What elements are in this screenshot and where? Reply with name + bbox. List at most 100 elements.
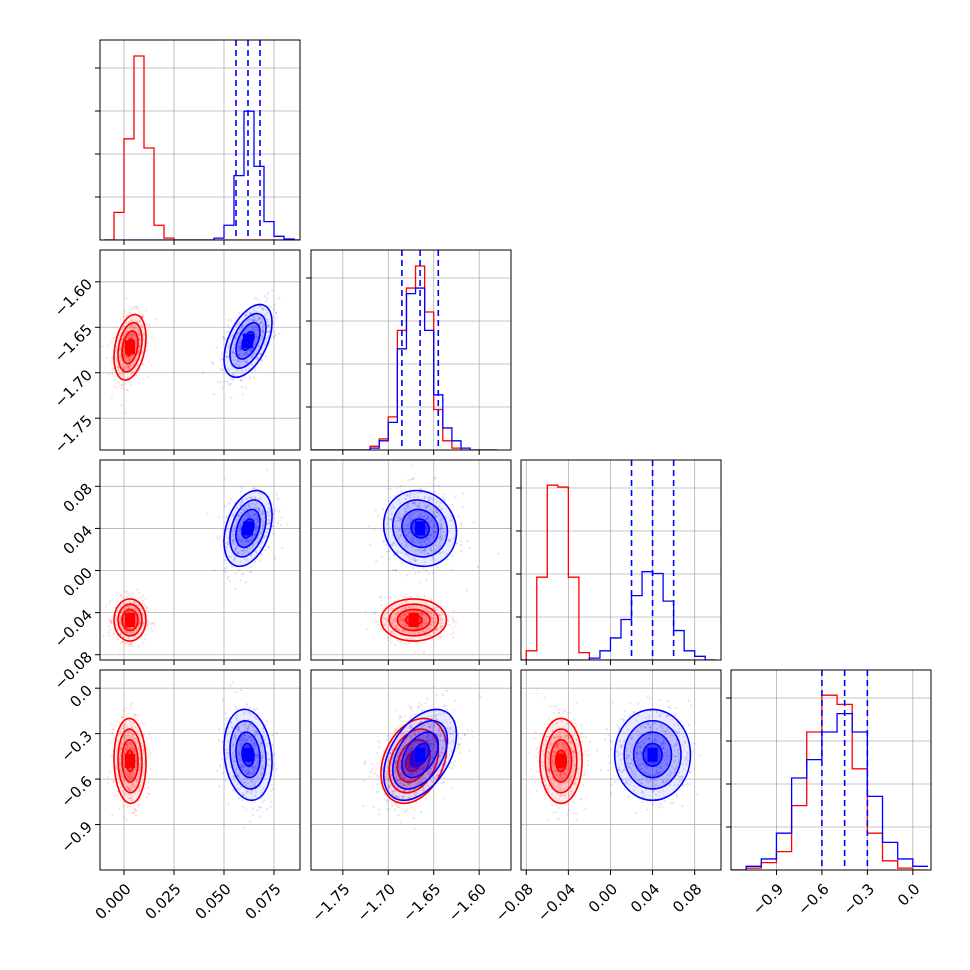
scatter-point [411, 464, 414, 467]
scatter-point [238, 528, 241, 532]
scatter-point [224, 380, 227, 383]
scatter-point [238, 739, 241, 742]
scatter-point [231, 513, 234, 516]
scatter-point [243, 549, 246, 552]
scatter-point [423, 630, 426, 633]
scatter-point [235, 506, 239, 510]
scatter-point [225, 751, 228, 754]
scatter-point [236, 359, 240, 363]
scatter-point [247, 710, 250, 714]
scatter-point [254, 526, 258, 529]
scatter-point [432, 523, 435, 527]
scatter-point [106, 776, 110, 779]
scatter-point [390, 618, 393, 621]
scatter-point [409, 631, 412, 634]
scatter-point [429, 519, 432, 523]
scatter-point [254, 503, 257, 506]
scatter-point [252, 513, 256, 516]
scatter-point [410, 517, 413, 520]
scatter-point [216, 769, 219, 772]
scatter-point [246, 773, 249, 776]
y-tick-label: 0.04 [60, 522, 96, 558]
scatter-point [253, 794, 257, 798]
scatter-point [239, 736, 243, 739]
scatter-point [410, 743, 414, 746]
scatter-point [430, 612, 434, 615]
scatter-point [259, 497, 262, 500]
scatter-point [439, 527, 443, 530]
scatter-point [131, 610, 134, 613]
scatter-point [112, 336, 115, 339]
panel-2-1 [310, 459, 512, 665]
scatter-point [130, 730, 133, 733]
scatter-point [233, 529, 236, 532]
scatter-point [387, 487, 390, 491]
scatter-point [413, 492, 416, 496]
scatter-point [119, 331, 122, 334]
scatter-point [146, 780, 150, 783]
scatter-point [407, 517, 411, 520]
scatter-point [419, 741, 422, 744]
scatter-point [132, 733, 135, 737]
scatter-point [144, 606, 147, 609]
scatter-point [237, 749, 240, 752]
scatter-point [436, 500, 439, 504]
scatter-point [246, 790, 249, 794]
scatter-point [422, 515, 425, 519]
scatter-point [249, 312, 252, 315]
scatter-point [243, 352, 246, 355]
scatter-point [399, 615, 402, 618]
scatter-point [439, 527, 443, 530]
scatter-point [148, 733, 151, 736]
scatter-point [130, 799, 133, 802]
scatter-point [242, 552, 246, 555]
scatter-point [130, 334, 133, 337]
scatter-point [219, 764, 222, 768]
scatter-point [373, 613, 376, 616]
scatter-point [404, 510, 407, 513]
scatter-point [127, 631, 131, 635]
scatter-point [416, 504, 419, 508]
scatter-point [239, 338, 242, 341]
scatter-point [249, 325, 252, 328]
scatter-point [250, 319, 253, 322]
scatter-point [423, 595, 426, 598]
scatter-point [133, 601, 136, 604]
scatter-point [401, 561, 404, 565]
scatter-point [242, 353, 245, 356]
scatter-point [225, 528, 228, 531]
scatter-point [130, 642, 133, 645]
scatter-point [115, 386, 118, 389]
scatter-point [128, 627, 132, 630]
scatter-point [258, 805, 261, 809]
scatter-point [122, 761, 125, 764]
scatter-point [434, 549, 438, 552]
scatter-point [150, 626, 153, 629]
scatter-point [246, 514, 250, 517]
scatter-point [251, 354, 254, 357]
scatter-point [255, 523, 259, 527]
scatter-point [466, 540, 469, 543]
scatter-point [408, 774, 411, 777]
scatter-point [447, 530, 451, 533]
scatter-point [233, 736, 237, 739]
scatter-point [120, 384, 123, 387]
scatter-point [232, 373, 235, 376]
scatter-point [233, 538, 236, 541]
scatter-point [407, 643, 410, 646]
scatter-point [423, 504, 427, 507]
scatter-point [414, 572, 417, 575]
scatter-point [416, 492, 419, 495]
scatter-point [262, 324, 265, 327]
scatter-point [227, 318, 230, 322]
scatter-point [129, 365, 132, 368]
scatter-point [126, 364, 130, 367]
x-tick-label: 0.000 [92, 880, 135, 923]
scatter-point [409, 520, 412, 523]
scatter-point [440, 517, 443, 520]
scatter-point [133, 325, 136, 329]
scatter-point [129, 610, 132, 613]
scatter-point [131, 333, 135, 336]
scatter-point [126, 365, 129, 368]
scatter-point [243, 509, 246, 512]
